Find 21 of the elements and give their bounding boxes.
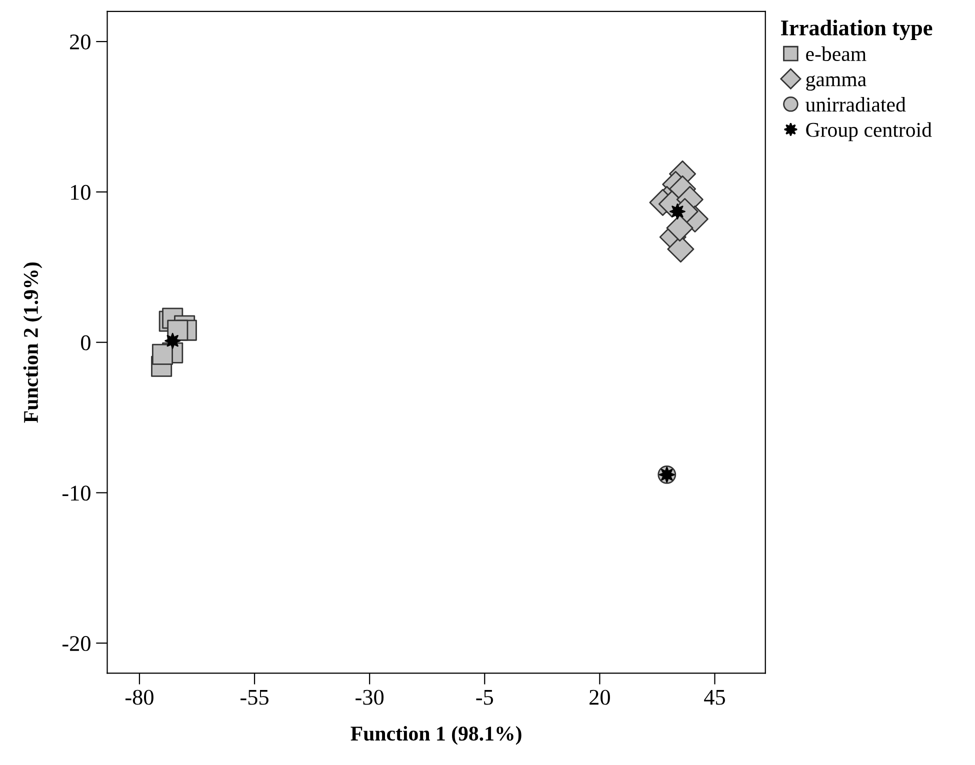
y-tick-label: 0 (81, 335, 90, 350)
y-tick-label: -10 (62, 486, 90, 501)
x-tick-label: -30 (356, 690, 384, 705)
legend-label: Group centroid (806, 122, 932, 142)
y-axis-title: Function 2 (1.9%) (23, 262, 42, 423)
legend-label: unirradiated (806, 97, 906, 112)
legend-title: Irradiation type (781, 20, 932, 40)
y-tick-label: -20 (62, 636, 90, 652)
y-tick-label: 20 (70, 34, 90, 50)
x-tick-label: -55 (240, 690, 268, 705)
y-tick-label: 10 (71, 184, 90, 200)
point (164, 332, 181, 349)
legend-label: gamma (806, 75, 866, 91)
x-tick-label: -80 (125, 690, 154, 705)
legend-label: e-beam (806, 46, 866, 62)
x-tick-label: 20 (590, 690, 610, 705)
x-tick-label: -5 (476, 690, 494, 705)
x-axis-title: Function 1 (98.1%) (350, 726, 522, 745)
point (152, 344, 173, 365)
point (666, 214, 694, 242)
x-tick-label: 45 (704, 690, 725, 705)
